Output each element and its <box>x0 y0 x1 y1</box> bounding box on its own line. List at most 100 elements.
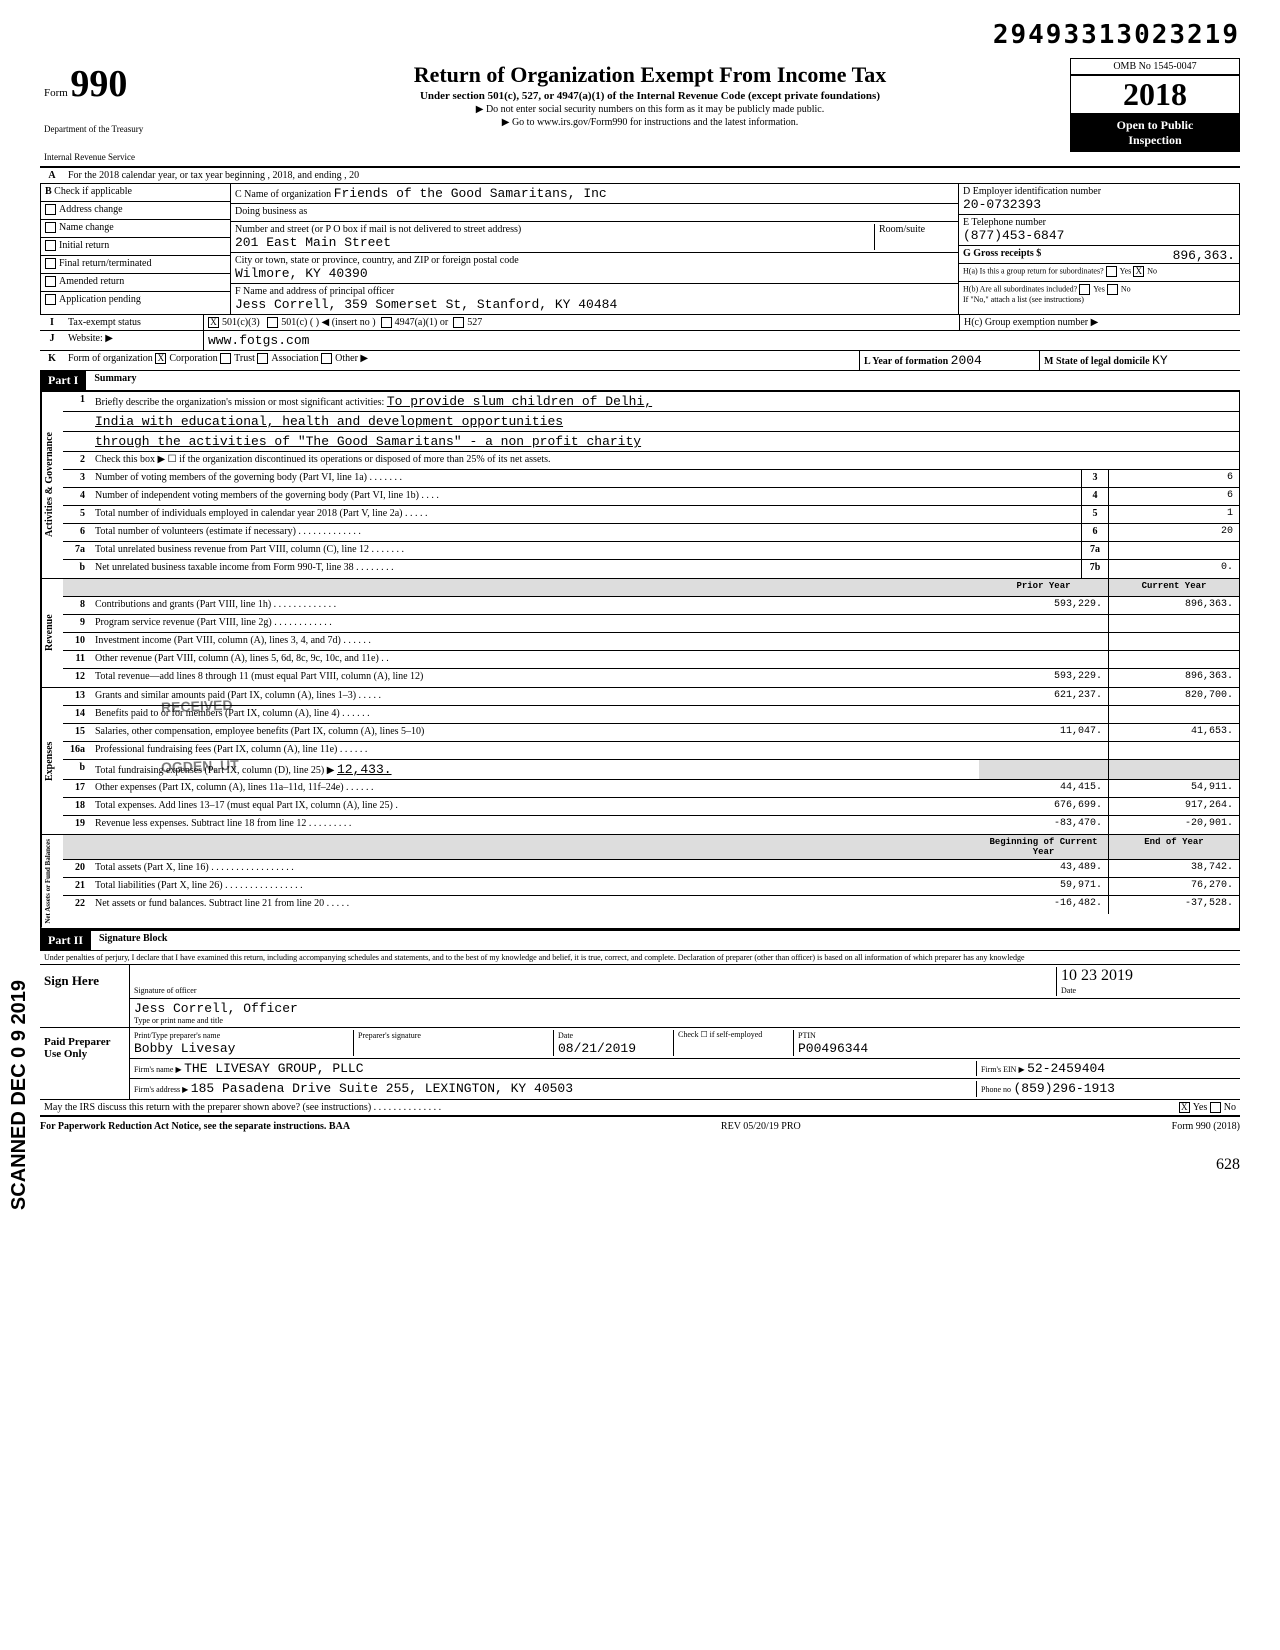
ha-yes: Yes <box>1120 266 1132 275</box>
l20-text: Total assets (Part X, line 16) . . . . .… <box>91 860 979 877</box>
chk-discuss-yes[interactable]: X <box>1179 1102 1190 1113</box>
l22-text: Net assets or fund balances. Subtract li… <box>91 896 979 914</box>
gross-receipts: 896,363. <box>1173 248 1235 263</box>
chk-ha-no[interactable]: X <box>1133 266 1144 277</box>
prep-date-label: Date <box>558 1031 573 1040</box>
l4-value: 6 <box>1109 488 1239 505</box>
street-label: Number and street (or P O box if mail is… <box>235 224 521 235</box>
opt-other: Other ▶ <box>335 353 368 364</box>
chk-527[interactable] <box>453 317 464 328</box>
l1-label: Briefly describe the organization's miss… <box>95 397 384 408</box>
phone-value: (877)453-6847 <box>963 228 1064 243</box>
sig-label: Signature of officer <box>134 986 197 995</box>
firm-ein-value: 52-2459404 <box>1027 1061 1105 1076</box>
l12-text: Total revenue—add lines 8 through 11 (mu… <box>91 669 979 687</box>
j-label: Website: ▶ <box>64 331 204 350</box>
discuss-yes: Yes <box>1193 1102 1208 1113</box>
form-number: 990 <box>70 63 127 105</box>
l16b-value: 12,433. <box>337 762 392 777</box>
lbl-amended: Amended return <box>59 276 124 287</box>
form-prefix: Form <box>44 87 68 99</box>
city-value: Wilmore, KY 40390 <box>235 266 368 281</box>
prep-sig-label: Preparer's signature <box>358 1031 421 1040</box>
footer-mid: REV 05/20/19 PRO <box>721 1121 801 1132</box>
l19-text: Revenue less expenses. Subtract line 18 … <box>91 816 979 834</box>
line-a-text: For the 2018 calendar year, or tax year … <box>64 168 1240 183</box>
l1-text1: To provide slum children of Delhi, <box>387 394 652 409</box>
chk-addr-change[interactable] <box>45 204 56 215</box>
ha-no: No <box>1147 266 1157 275</box>
l8-prior: 593,229. <box>979 597 1109 614</box>
dept-treasury: Department of the Treasury <box>44 124 226 134</box>
l11-text: Other revenue (Part VIII, column (A), li… <box>91 651 979 668</box>
firm-name-label: Firm's name ▶ <box>134 1065 182 1074</box>
l5-text: Total number of individuals employed in … <box>91 506 1081 523</box>
part1-title: Summary <box>86 371 144 390</box>
chk-501c3[interactable]: X <box>208 317 219 328</box>
declaration-text: Under penalties of perjury, I declare th… <box>40 951 1240 965</box>
lbl-final: Final return/terminated <box>59 258 151 269</box>
l-label: L Year of formation <box>864 356 948 367</box>
hc-label: H(c) Group exemption number ▶ <box>960 315 1240 330</box>
year-formation: 2004 <box>951 353 982 368</box>
part2-title: Signature Block <box>91 931 175 950</box>
chk-name-change[interactable] <box>45 222 56 233</box>
g-label: G Gross receipts $ <box>963 248 1041 259</box>
chk-corp[interactable]: X <box>155 353 166 364</box>
l3-value: 6 <box>1109 470 1239 487</box>
chk-discuss-no[interactable] <box>1210 1102 1221 1113</box>
chk-final[interactable] <box>45 258 56 269</box>
tax-year: 2018 <box>1070 75 1240 114</box>
chk-ha-yes[interactable] <box>1106 266 1117 277</box>
side-governance: Activities & Governance <box>41 392 63 578</box>
l7b-text: Net unrelated business taxable income fr… <box>91 560 1081 578</box>
room-label: Room/suite <box>879 224 925 235</box>
firm-addr-value: 185 Pasadena Drive Suite 255, LEXINGTON,… <box>191 1081 573 1096</box>
l7b-value: 0. <box>1109 560 1239 578</box>
chk-501c[interactable] <box>267 317 278 328</box>
l15-current: 41,653. <box>1109 724 1239 741</box>
e-label: E Telephone number <box>963 217 1046 228</box>
chk-4947[interactable] <box>381 317 392 328</box>
discuss-text: May the IRS discuss this return with the… <box>40 1100 1175 1115</box>
l12-prior: 593,229. <box>979 669 1109 687</box>
col-end: End of Year <box>1109 835 1239 859</box>
footer-right: Form 990 (2018) <box>1172 1121 1240 1132</box>
org-name: Friends of the Good Samaritans, Inc <box>334 186 607 201</box>
l6-text: Total number of volunteers (estimate if … <box>91 524 1081 541</box>
col-current: Current Year <box>1109 579 1239 596</box>
state-domicile: KY <box>1152 353 1168 368</box>
firm-phone-label: Phone no <box>981 1085 1011 1094</box>
l9-text: Program service revenue (Part VIII, line… <box>91 615 979 632</box>
l19-prior: -83,470. <box>979 816 1109 834</box>
l17-prior: 44,415. <box>979 780 1109 797</box>
l21-begin: 59,971. <box>979 878 1109 895</box>
k-label: Form of organization <box>68 353 153 364</box>
chk-hb-yes[interactable] <box>1079 284 1090 295</box>
form-title: Return of Organization Exempt From Incom… <box>240 62 1060 88</box>
opt-trust: Trust <box>234 353 255 364</box>
scanned-stamp: SCANNED DEC 0 9 2019 <box>8 980 31 1210</box>
l13-prior: 621,237. <box>979 688 1109 705</box>
firm-name-value: THE LIVESAY GROUP, PLLC <box>184 1061 363 1076</box>
instr-web: ▶ Go to www.irs.gov/Form990 for instruct… <box>240 117 1060 128</box>
chk-amended[interactable] <box>45 276 56 287</box>
l18-text: Total expenses. Add lines 13–17 (must eq… <box>91 798 979 815</box>
chk-other[interactable] <box>321 353 332 364</box>
check-self-label: Check ☐ if self-employed <box>674 1030 794 1056</box>
side-revenue: Revenue <box>41 579 63 687</box>
col-prior: Prior Year <box>979 579 1109 596</box>
chk-trust[interactable] <box>220 353 231 364</box>
open-public-2: Inspection <box>1074 133 1236 148</box>
ogden-stamp: OGDEN, UT <box>161 757 239 776</box>
chk-assoc[interactable] <box>257 353 268 364</box>
m-label: M State of legal domicile <box>1044 356 1150 367</box>
open-public-1: Open to Public <box>1074 118 1236 133</box>
opt-assoc: Association <box>271 353 318 364</box>
opt-corp: Corporation <box>169 353 217 364</box>
part2-header: Part II <box>40 931 91 950</box>
chk-hb-no[interactable] <box>1107 284 1118 295</box>
chk-pending[interactable] <box>45 294 56 305</box>
chk-initial[interactable] <box>45 240 56 251</box>
l12-current: 896,363. <box>1109 669 1239 687</box>
